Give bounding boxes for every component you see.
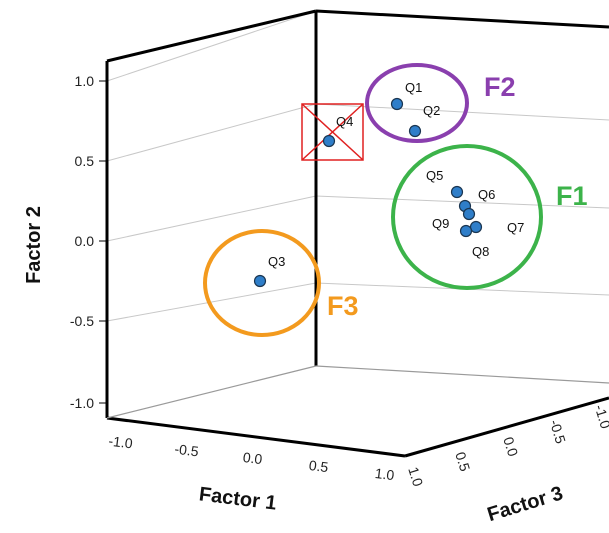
point-label-q4: Q4 [336, 114, 353, 129]
data-point-q4 [322, 134, 336, 148]
point-label-q1: Q1 [405, 80, 422, 95]
point-label-q7: Q7 [507, 220, 524, 235]
data-point-q5 [450, 185, 464, 199]
group-ellipse-f3 [203, 229, 321, 337]
grid-line-left-wall [106, 195, 317, 242]
box-edge-bottom-front [106, 416, 406, 458]
factor2-tick-label: -0.5 [70, 313, 94, 329]
floor-line-right [315, 365, 609, 384]
group-label-f1: F1 [556, 181, 588, 211]
factor1-axis-title: Factor 1 [198, 483, 278, 514]
excluded-box-rect [301, 103, 364, 161]
box-edge-bottom-right [404, 396, 609, 458]
grid-line-left-wall [106, 10, 317, 82]
group-ellipse-f2 [365, 63, 469, 143]
group-label-f2: F2 [484, 72, 516, 102]
factor2-tick-label: 0.5 [75, 153, 95, 169]
factor3-tick-label: 0.5 [452, 450, 473, 473]
group-label-f3: F3 [327, 291, 359, 321]
factor1-tick-label: 0.5 [308, 457, 329, 475]
factor1-ticks: -1.0 -0.5 0.0 0.5 1.0 [108, 433, 396, 484]
group-ellipses [203, 63, 543, 337]
data-point-q1 [390, 97, 404, 111]
data-point-q9 [462, 207, 476, 221]
box-edge-top-left [106, 9, 317, 63]
factor3-ticks: 1.0 0.5 0.0 -0.5 -1.0 [405, 403, 609, 489]
factor2-tick-label: 0.0 [75, 233, 95, 249]
factor1-tick-label: 0.0 [242, 449, 263, 467]
factor1-tick-label: -1.0 [108, 433, 134, 452]
factor3-tick-label: -1.0 [592, 403, 609, 431]
data-point-q8 [459, 224, 473, 238]
point-label-q3: Q3 [268, 254, 285, 269]
data-point-q2 [408, 124, 422, 138]
factor2-tick-label: 1.0 [75, 73, 95, 89]
box-edge-top-right [315, 9, 609, 29]
factor1-tick-label: -0.5 [174, 441, 200, 460]
factor3-tick-label: -0.5 [547, 418, 569, 446]
point-label-q6: Q6 [478, 187, 495, 202]
point-label-q2: Q2 [423, 103, 440, 118]
point-label-q8: Q8 [472, 244, 489, 259]
factor2-axis-title: Factor 2 [23, 206, 45, 284]
floor-line-left [106, 365, 317, 419]
grid-line-right-wall [315, 103, 609, 121]
point-label-q5: Q5 [426, 168, 443, 183]
data-point-q7 [469, 220, 483, 234]
grid-line-left-wall [106, 282, 317, 322]
factor2-tick-label: -1.0 [70, 395, 94, 411]
grid-line-left-wall [106, 103, 317, 162]
excluded-box-cross [301, 103, 364, 161]
plot-box [105, 9, 609, 458]
group-ellipse-f1 [391, 144, 543, 290]
factor1-tick-label: 1.0 [374, 465, 395, 483]
factor3-axis-title: Factor 3 [485, 482, 566, 526]
grid-lines [106, 10, 609, 322]
factor3-tick-label: 0.0 [500, 435, 521, 458]
factor2-ticks: 1.0 0.5 0.0 -0.5 -1.0 [70, 73, 107, 411]
point-label-q9: Q9 [432, 216, 449, 231]
data-point-q3 [253, 274, 267, 288]
excluded-marker [301, 103, 364, 161]
factor3-tick-label: 1.0 [405, 465, 426, 488]
floor-lines [106, 365, 609, 419]
